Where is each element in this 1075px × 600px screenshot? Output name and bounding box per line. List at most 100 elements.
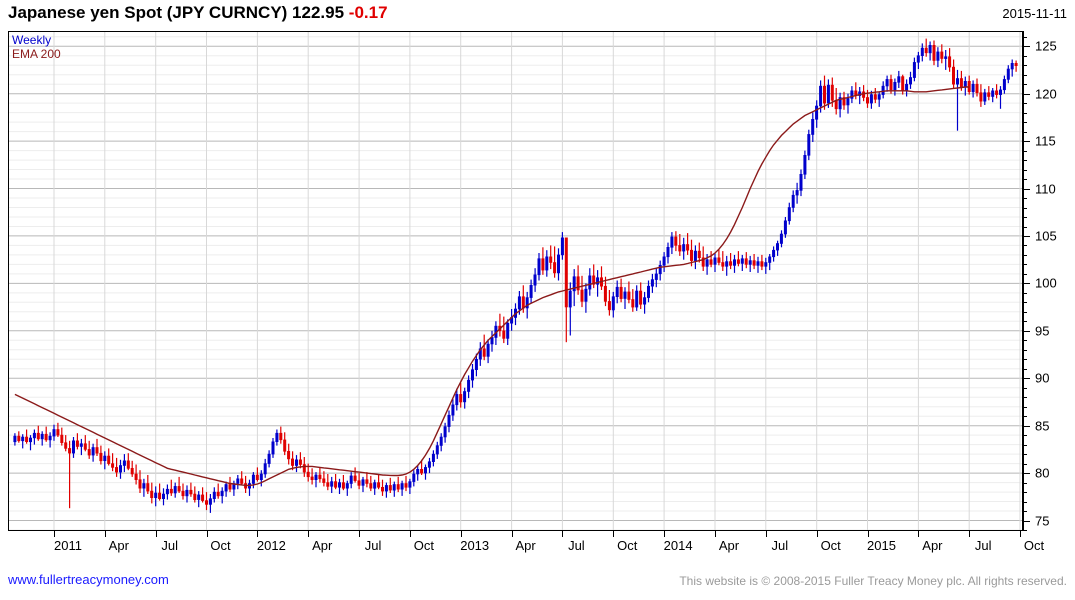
candle-body bbox=[772, 249, 776, 258]
y-axis-label: 75 bbox=[1035, 513, 1050, 528]
candle-body bbox=[948, 56, 952, 68]
candle-body bbox=[885, 79, 889, 87]
candlestick-canvas bbox=[9, 32, 1022, 530]
candle-body bbox=[744, 258, 748, 265]
candle-body bbox=[627, 291, 631, 300]
candle-body bbox=[463, 391, 467, 403]
candle-body bbox=[361, 479, 365, 486]
candle-body bbox=[216, 491, 220, 497]
candle-body bbox=[255, 474, 259, 480]
candle-body bbox=[732, 259, 736, 266]
y-tick-minor bbox=[1023, 179, 1027, 180]
candle-body bbox=[517, 296, 521, 310]
candle-body bbox=[603, 285, 607, 302]
y-axis-label: 110 bbox=[1035, 181, 1056, 196]
candle-body bbox=[79, 443, 83, 447]
site-url[interactable]: www.fullertreacymoney.com bbox=[8, 572, 169, 587]
candle-body bbox=[748, 260, 752, 265]
candle-body bbox=[111, 463, 115, 468]
candle-body bbox=[130, 467, 134, 475]
candle-body bbox=[357, 480, 361, 486]
candle-body bbox=[314, 474, 318, 480]
y-tick-minor bbox=[1023, 302, 1027, 304]
y-tick-major bbox=[1023, 188, 1030, 190]
candle-body bbox=[932, 45, 936, 61]
y-tick-minor bbox=[1023, 387, 1027, 389]
y-tick-major bbox=[1023, 235, 1030, 237]
x-tick bbox=[54, 531, 55, 537]
candle-body bbox=[138, 479, 142, 489]
instrument-title: Japanese yen Spot (JPY CURNCY) 122.95 bbox=[8, 3, 345, 22]
candle-body bbox=[21, 436, 25, 442]
y-tick-minor bbox=[1023, 103, 1027, 105]
plot-area[interactable] bbox=[8, 31, 1023, 531]
candle-body bbox=[506, 322, 510, 339]
candle-body bbox=[764, 262, 768, 267]
y-tick-minor bbox=[1023, 530, 1027, 531]
candle-body bbox=[646, 285, 650, 298]
candle-body bbox=[345, 483, 349, 489]
y-tick-minor bbox=[1023, 368, 1027, 370]
candle-body bbox=[842, 97, 846, 106]
candle-body bbox=[920, 47, 924, 57]
grid-minor-horizontal bbox=[9, 36, 1022, 530]
y-tick-minor bbox=[1023, 160, 1027, 162]
candle-body bbox=[56, 429, 60, 436]
candle-body bbox=[826, 84, 830, 104]
x-tick bbox=[867, 531, 869, 537]
candle-body bbox=[596, 277, 600, 285]
candle-body bbox=[807, 134, 811, 156]
x-tick bbox=[359, 531, 361, 537]
candle-body bbox=[431, 453, 435, 463]
y-tick-major bbox=[1023, 93, 1030, 95]
candle-body bbox=[169, 488, 173, 494]
candle-body bbox=[294, 459, 298, 466]
candle-body bbox=[275, 432, 279, 443]
candle-body bbox=[212, 491, 216, 500]
y-tick-minor bbox=[1023, 292, 1027, 294]
candle-body bbox=[873, 94, 877, 100]
candle-body bbox=[752, 260, 756, 266]
candle-body bbox=[713, 257, 717, 265]
y-tick-minor bbox=[1023, 435, 1027, 437]
candle-body bbox=[525, 297, 529, 309]
y-tick-minor bbox=[1023, 55, 1027, 57]
x-tick bbox=[511, 531, 513, 537]
candle-body bbox=[889, 79, 893, 91]
y-tick-minor bbox=[1023, 359, 1027, 361]
candle-body bbox=[271, 441, 275, 455]
candle-body bbox=[459, 394, 463, 403]
candle-body bbox=[32, 432, 36, 439]
grid-major-horizontal bbox=[9, 45, 1022, 521]
candle-body bbox=[666, 247, 670, 258]
x-tick bbox=[308, 531, 310, 537]
candle-body bbox=[240, 478, 244, 484]
candle-body bbox=[682, 244, 686, 252]
candle-body bbox=[924, 47, 928, 54]
candle-body bbox=[396, 484, 400, 490]
x-axis-label: Apr bbox=[515, 538, 536, 553]
x-axis-label: 2012 bbox=[256, 538, 286, 553]
candle-body bbox=[811, 119, 815, 135]
candle-body bbox=[122, 460, 126, 466]
candle-body bbox=[165, 488, 169, 495]
x-tick bbox=[155, 531, 157, 537]
x-axis-label: Oct bbox=[413, 538, 435, 553]
candle-body bbox=[158, 492, 162, 499]
candle-body bbox=[71, 440, 75, 454]
candle-body bbox=[353, 475, 357, 481]
candle-body bbox=[740, 258, 744, 264]
candle-body bbox=[267, 453, 271, 464]
candle-body bbox=[40, 433, 44, 440]
y-tick-minor bbox=[1023, 198, 1027, 199]
candle-body bbox=[944, 56, 948, 59]
candle-body bbox=[474, 358, 478, 370]
candle-body bbox=[427, 461, 431, 468]
x-axis-label: Jul bbox=[771, 538, 789, 553]
candle-body bbox=[795, 190, 799, 196]
candle-body bbox=[189, 489, 193, 495]
x-tick bbox=[206, 531, 208, 537]
candle-body bbox=[341, 482, 345, 489]
candle-body bbox=[482, 348, 486, 357]
